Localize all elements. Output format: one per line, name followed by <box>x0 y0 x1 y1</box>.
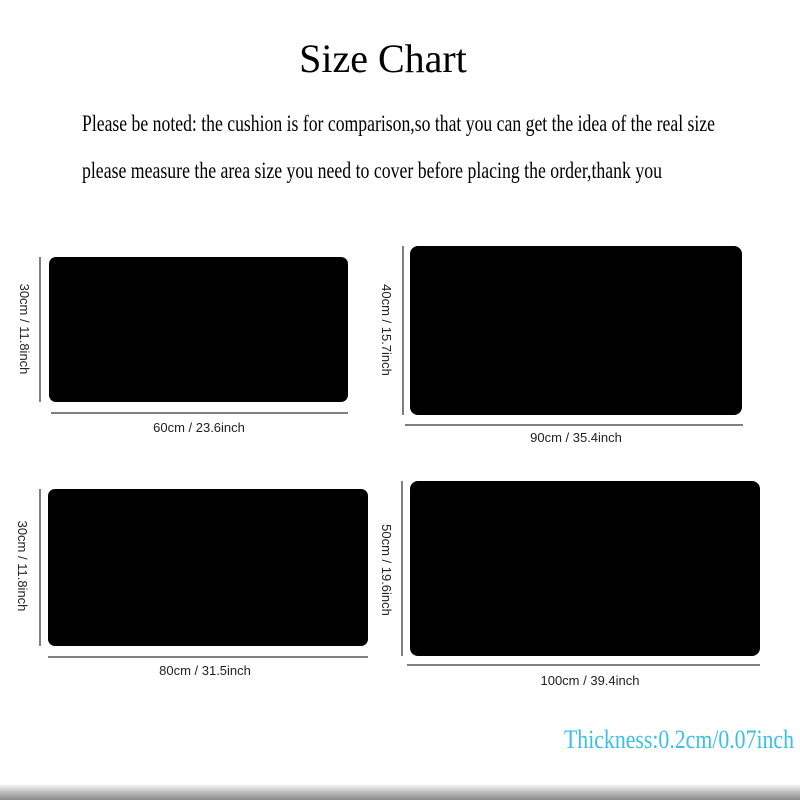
width-label: 100cm / 39.4inch <box>540 673 639 688</box>
height-label: 30cm / 11.8inch <box>17 284 32 375</box>
note-line-1: Please be noted: the cushion is for comp… <box>82 111 715 136</box>
mat-shape <box>410 481 760 656</box>
note-line-2: please measure the area size you need to… <box>82 158 662 183</box>
mat-shape <box>49 257 348 402</box>
height-label: 40cm / 15.7inch <box>379 284 394 376</box>
width-label: 60cm / 23.6inch <box>153 420 245 435</box>
size-option-3: 80cm / 31.5inch 30cm / 11.8inch <box>15 489 368 678</box>
mat-shape <box>48 489 368 646</box>
size-option-1: 60cm / 23.6inch 30cm / 11.8inch <box>17 257 348 435</box>
page-title: Size Chart <box>299 36 467 81</box>
mat-shape <box>410 246 742 415</box>
width-label: 90cm / 35.4inch <box>530 430 622 445</box>
width-label: 80cm / 31.5inch <box>159 663 251 678</box>
size-option-4: 100cm / 39.4inch 50cm / 19.6inch <box>379 481 760 688</box>
size-option-2: 90cm / 35.4inch 40cm / 15.7inch <box>379 246 743 445</box>
thickness-label: Thickness:0.2cm/0.07inch <box>564 725 794 754</box>
bottom-shadow-bar <box>0 784 800 800</box>
height-label: 50cm / 19.6inch <box>379 524 394 616</box>
height-label: 30cm / 11.8inch <box>15 521 30 612</box>
